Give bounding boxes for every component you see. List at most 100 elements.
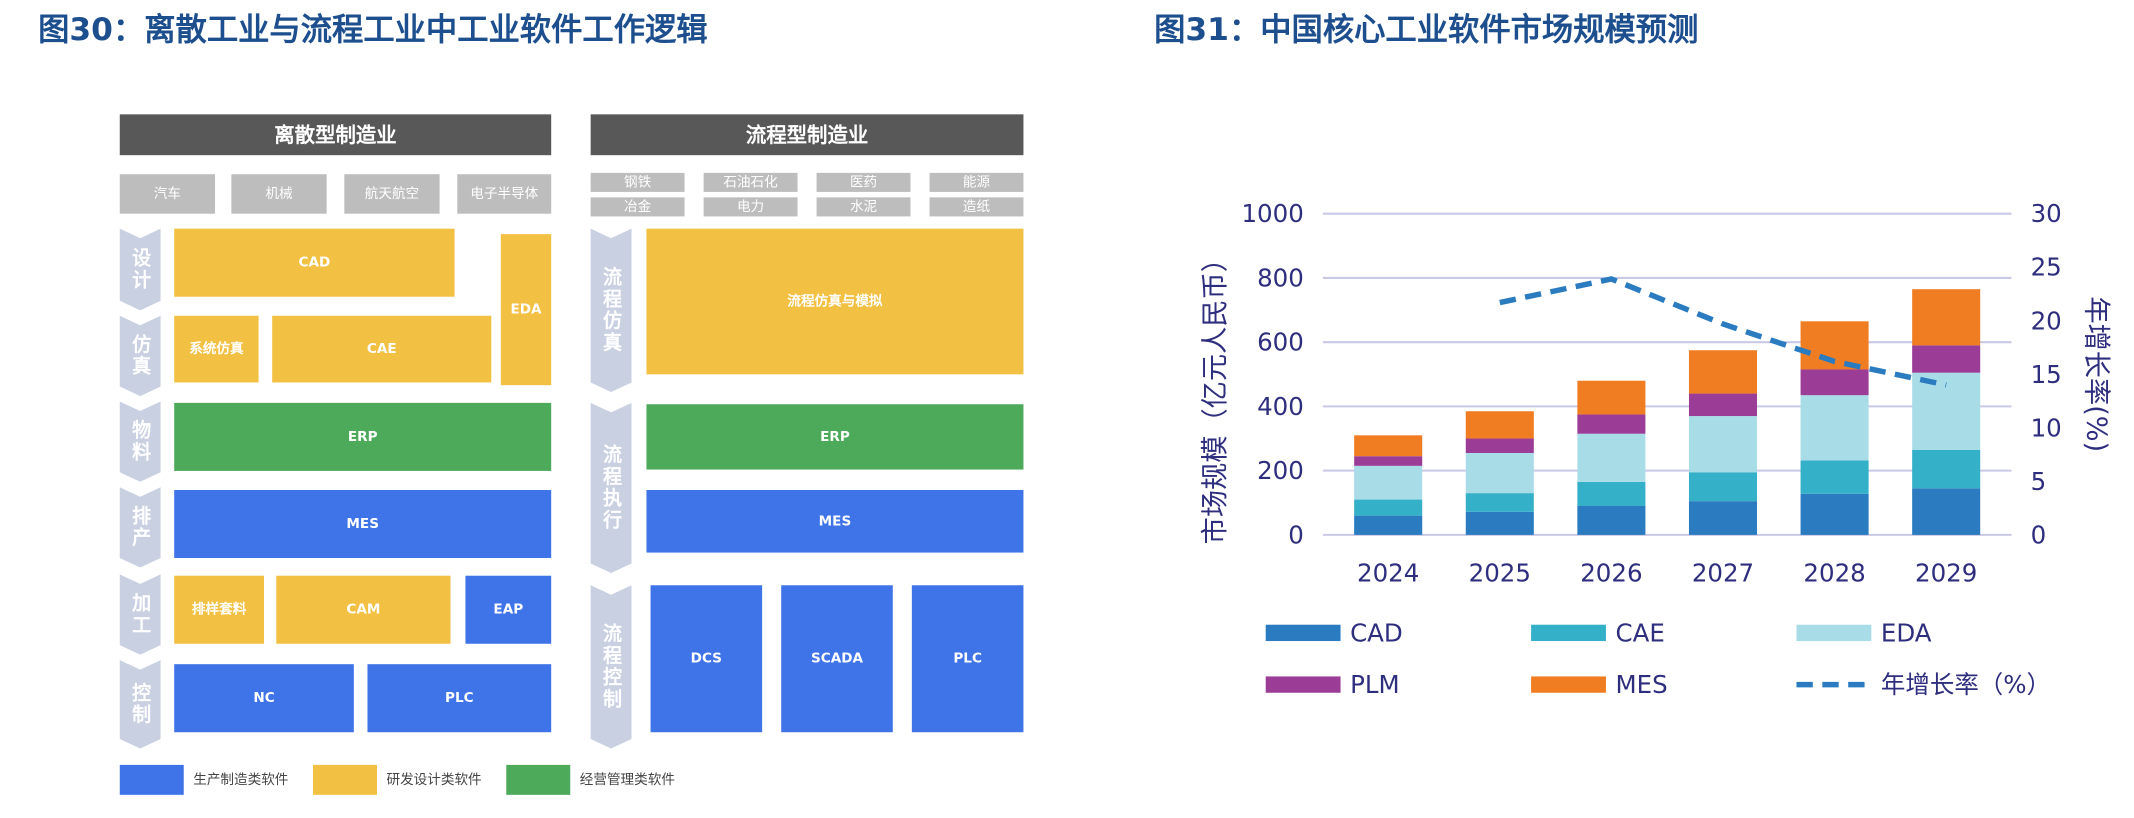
software-block bbox=[174, 575, 265, 644]
bar-segment bbox=[1800, 460, 1869, 494]
industry-tag bbox=[929, 197, 1024, 217]
software-block bbox=[367, 664, 552, 733]
software-block bbox=[911, 585, 1024, 733]
section-header bbox=[590, 114, 1024, 156]
software-block bbox=[465, 575, 552, 644]
stage-label: 流程控制 bbox=[600, 622, 622, 710]
legend-swatch bbox=[1531, 624, 1606, 642]
industry-tag bbox=[929, 172, 1024, 192]
software-block-text: MES bbox=[346, 516, 379, 532]
x-tick-label: 2026 bbox=[1580, 558, 1642, 587]
industry-tag bbox=[231, 174, 327, 214]
x-tick-label: 2024 bbox=[1357, 558, 1419, 587]
y2-tick-label: 25 bbox=[2031, 253, 2062, 282]
y2-tick-label: 20 bbox=[2031, 306, 2062, 335]
software-block bbox=[272, 315, 492, 383]
y2-tick-label: 15 bbox=[2031, 360, 2062, 389]
legend-swatch bbox=[313, 764, 377, 795]
software-block bbox=[781, 585, 893, 733]
bar-segment bbox=[1800, 369, 1869, 396]
industry-tag bbox=[590, 172, 685, 192]
legend-swatch bbox=[506, 764, 571, 795]
software-block-text: DCS bbox=[691, 651, 722, 667]
y-tick-label: 800 bbox=[1257, 263, 1304, 292]
software-block-text: MES bbox=[819, 513, 852, 529]
stage-label: 控制 bbox=[129, 681, 151, 726]
diagram-title: 图30：离散工业与流程工业中工业软件工作逻辑 bbox=[38, 11, 707, 48]
legend-swatch bbox=[1265, 624, 1341, 642]
software-block-text: CAD bbox=[298, 255, 330, 271]
y-axis-label: 市场规模（亿元人民币） bbox=[1200, 245, 1231, 544]
y2-tick-label: 30 bbox=[2031, 199, 2062, 228]
software-block-text: 系统仿真 bbox=[189, 340, 244, 357]
industry-tag bbox=[344, 174, 440, 214]
industry-tag-text: 电力 bbox=[737, 199, 764, 215]
legend-text: 生产制造类软件 bbox=[193, 772, 288, 788]
legend-text: CAD bbox=[1350, 618, 1403, 647]
software-block-text: SCADA bbox=[811, 651, 864, 667]
bar-segment bbox=[1688, 501, 1758, 535]
legend-swatch bbox=[1531, 676, 1606, 693]
stage-chevron bbox=[119, 315, 161, 397]
growth-line bbox=[1499, 276, 1947, 388]
bar-segment bbox=[1577, 505, 1646, 535]
section-header bbox=[119, 114, 552, 156]
bar-segment bbox=[1354, 456, 1423, 466]
industry-tag bbox=[457, 174, 552, 214]
legend-text: 经营管理类软件 bbox=[580, 772, 675, 788]
stage-chevron bbox=[590, 402, 632, 573]
stage-label: 设计 bbox=[129, 247, 151, 291]
software-block-text: NC bbox=[253, 690, 274, 706]
bar-segment bbox=[1912, 372, 1981, 450]
software-block-text: PLC bbox=[953, 651, 982, 667]
y-tick-label: 1000 bbox=[1241, 199, 1303, 228]
industry-tag-text: 钢铁 bbox=[624, 174, 652, 190]
software-block bbox=[646, 489, 1024, 553]
bar-segment bbox=[1577, 433, 1646, 482]
software-block bbox=[650, 585, 763, 733]
industry-tag bbox=[119, 174, 216, 214]
software-block bbox=[646, 228, 1024, 375]
industry-tag-text: 能源 bbox=[963, 174, 991, 190]
bar-segment bbox=[1800, 493, 1869, 535]
stage-chevron bbox=[590, 228, 632, 392]
stage-chevron bbox=[590, 585, 632, 749]
industry-tag-text: 航天航空 bbox=[365, 186, 419, 202]
software-block-text: 排样套料 bbox=[192, 601, 247, 618]
legend-text: MES bbox=[1615, 670, 1667, 699]
y-tick-label: 0 bbox=[1288, 520, 1304, 549]
bar-segment bbox=[1577, 380, 1646, 415]
industry-tag bbox=[816, 197, 911, 217]
industry-tag bbox=[590, 197, 685, 217]
software-block-text: CAM bbox=[346, 602, 380, 618]
bar-segment bbox=[1577, 481, 1646, 506]
bar-segment bbox=[1688, 416, 1758, 473]
bar-segment bbox=[1465, 511, 1534, 535]
software-block bbox=[646, 404, 1024, 470]
software-block-text: ERP bbox=[348, 429, 378, 445]
industry-tag-text: 造纸 bbox=[963, 199, 991, 215]
software-block-text: PLC bbox=[445, 690, 474, 706]
stage-chevron bbox=[119, 401, 161, 482]
bar-segment bbox=[1912, 345, 1981, 373]
software-block bbox=[174, 228, 455, 297]
bar-segment bbox=[1465, 493, 1534, 512]
x-tick-label: 2025 bbox=[1469, 558, 1531, 587]
stage-chevron bbox=[119, 487, 161, 568]
bar-segment bbox=[1354, 499, 1423, 516]
bar-segment bbox=[1688, 393, 1758, 417]
industry-tag bbox=[703, 172, 798, 192]
stage-label: 排产 bbox=[129, 504, 151, 549]
stage-label: 加工 bbox=[129, 592, 152, 636]
industry-tag-text: 石油石化 bbox=[723, 174, 778, 190]
y-tick-label: 600 bbox=[1257, 328, 1304, 357]
industry-tag-text: 机械 bbox=[265, 186, 293, 202]
stage-label: 流程执行 bbox=[600, 443, 623, 531]
legend-text: 年增长率（%） bbox=[1881, 670, 2051, 699]
industry-tag bbox=[703, 197, 798, 217]
legend-swatch bbox=[119, 764, 184, 795]
bar-segment bbox=[1688, 350, 1758, 394]
bar-segment bbox=[1465, 452, 1534, 494]
legend-text: PLM bbox=[1350, 670, 1400, 699]
